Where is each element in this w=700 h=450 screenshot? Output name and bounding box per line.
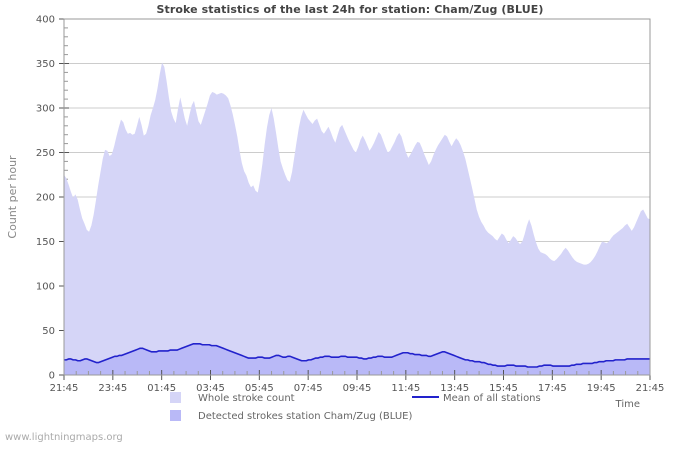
legend-swatch [170, 392, 181, 403]
legend-label: Detected strokes station Cham/Zug (BLUE) [198, 411, 412, 422]
y-tick-label: 350 [36, 59, 55, 70]
chart-legend: Whole stroke count Mean of all stations De… [170, 392, 541, 422]
plot-border [63, 18, 651, 376]
x-tick-label: 23:45 [98, 383, 127, 394]
x-tick-label: 21:45 [50, 383, 79, 394]
area-series-station [64, 343, 650, 375]
y-tick-labels: 0 50 100 150 200 250 300 350 400 [36, 15, 55, 382]
y-tick-label: 150 [36, 237, 55, 248]
y-axis-title: Count per hour [6, 155, 19, 239]
x-tick-label: 09:45 [343, 383, 372, 394]
x-minor-ticks [75, 371, 639, 375]
x-tick-label: 05:45 [245, 383, 274, 394]
whole-stroke-area [64, 62, 650, 376]
legend-label: Mean of all stations [443, 393, 541, 404]
y-tick-label: 250 [36, 148, 55, 159]
x-tick-label: 17:45 [538, 383, 567, 394]
mean-line [64, 343, 650, 368]
y-tick-label: 400 [36, 15, 55, 26]
x-tick-label: 11:45 [391, 383, 420, 394]
y-tick-label: 50 [42, 326, 55, 337]
legend-label: Whole stroke count [198, 393, 295, 404]
axis-titles: Count per hour Time [6, 155, 640, 410]
y-tick-label: 100 [36, 282, 55, 293]
y-tick-label: 300 [36, 104, 55, 115]
x-tick-label: 07:45 [294, 383, 323, 394]
plot-frame [63, 18, 651, 376]
watermark-text: www.lightningmaps.org [5, 432, 123, 443]
mean-line-series [64, 343, 650, 368]
x-tick-label: 01:45 [147, 383, 176, 394]
y-tick-label: 0 [49, 371, 55, 382]
x-axis-title: Time [615, 399, 640, 410]
x-tick-label: 03:45 [196, 383, 225, 394]
legend-swatch [170, 410, 181, 421]
chart-title: Stroke statistics of the last 24h for st… [156, 3, 544, 16]
x-tick-label: 15:45 [489, 383, 518, 394]
x-tick-label: 19:45 [587, 383, 616, 394]
y-tick-label: 200 [36, 193, 55, 204]
x-tick-label: 13:45 [440, 383, 469, 394]
station-stroke-area [64, 343, 650, 375]
area-series-whole [64, 62, 650, 376]
x-tick-labels: 21:45 23:45 01:45 03:45 05:45 07:45 09:45 11:45… [50, 383, 665, 394]
x-tick-label: 21:45 [636, 383, 665, 394]
